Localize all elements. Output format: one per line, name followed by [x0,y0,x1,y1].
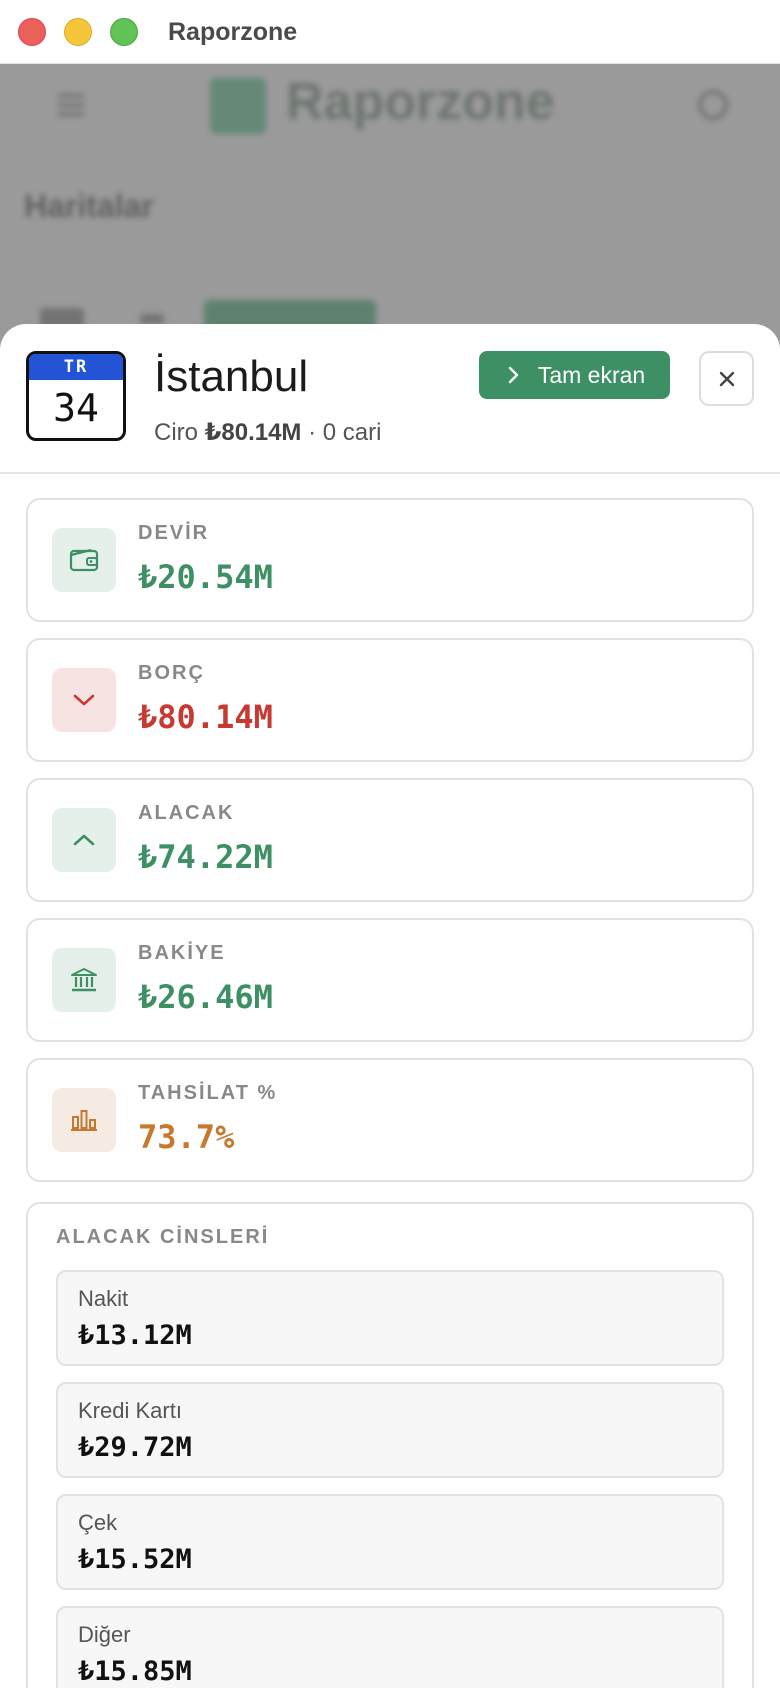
type-label: Nakit [78,1286,129,1311]
type-label: Diğer [78,1622,131,1647]
stat-card-tahsilat: TAHSİLAT % 73.7% [26,1058,754,1182]
type-label: Çek [78,1510,118,1535]
gear-icon [698,90,728,120]
stat-icon-box [52,528,116,592]
stat-icon-box [52,948,116,1012]
subtitle-ciro: ₺80.14M [204,419,302,446]
stat-card-bakiye: BAKİYE ₺26.46M [26,918,754,1042]
wallet-icon [69,548,99,572]
fullscreen-button[interactable]: Tam ekran [479,351,670,399]
stat-label: DEVİR [138,522,210,544]
chevron-down-icon [73,694,95,706]
bar-chart-icon [71,1110,97,1131]
type-value: ₺29.72M [78,1432,192,1463]
stat-label: BORÇ [138,662,205,684]
stat-value: ₺80.14M [138,698,273,736]
stat-icon-box [52,668,116,732]
stat-icon-box [52,1088,116,1152]
bank-icon [71,968,97,992]
stat-value: ₺20.54M [138,558,273,596]
receivable-types-title: ALACAK CİNSLERİ [56,1226,270,1248]
city-detail-sheet: TR 34 İstanbul Ciro ₺80.14M · 0 cari Tam… [0,324,780,1688]
fullscreen-label: Tam ekran [537,361,646,388]
close-icon [719,371,734,386]
receivable-type-item: Nakit ₺13.12M [56,1270,724,1366]
background-chip [40,308,84,328]
stat-value: ₺74.22M [138,838,273,876]
menu-icon [58,94,84,116]
background-heading: Haritalar [24,188,154,224]
city-title: İstanbul [154,352,309,401]
receivable-type-item: Çek ₺15.52M [56,1494,724,1590]
window-titlebar: Raporzone [0,0,780,64]
type-value: ₺13.12M [78,1320,192,1351]
receivable-types-card: ALACAK CİNSLERİ Nakit ₺13.12M Kredi Kart… [26,1202,754,1688]
stat-card-alacak: ALACAK ₺74.22M [26,778,754,902]
plate-number: 34 [53,386,99,430]
license-plate: TR 34 [26,351,126,441]
sheet-header: TR 34 İstanbul Ciro ₺80.14M · 0 cari Tam… [0,324,780,474]
window-title: Raporzone [168,18,298,46]
logo-mark [210,78,266,134]
window-minimize-button[interactable] [64,18,92,46]
background-chip [140,314,164,324]
close-sheet-button[interactable] [699,351,754,406]
type-label: Kredi Kartı [78,1398,182,1423]
chevron-up-icon [73,834,95,846]
city-subtitle: Ciro ₺80.14M · 0 cari [154,418,381,447]
type-value: ₺15.52M [78,1544,192,1575]
stat-card-borc: BORÇ ₺80.14M [26,638,754,762]
stat-icon-box [52,808,116,872]
type-value: ₺15.85M [78,1656,192,1687]
subtitle-prefix: Ciro [154,419,205,446]
receivable-type-item: Kredi Kartı ₺29.72M [56,1382,724,1478]
logo-text: Raporzone [286,73,555,131]
stat-value: ₺26.46M [138,978,273,1016]
window-maximize-button[interactable] [110,18,138,46]
stat-value: 73.7% [138,1118,235,1156]
stat-label: TAHSİLAT % [138,1082,278,1104]
stat-label: ALACAK [138,802,235,824]
stat-label: BAKİYE [138,942,226,964]
plate-country: TR [29,354,123,380]
window-close-button[interactable] [18,18,46,46]
subtitle-suffix: · 0 cari [301,419,382,446]
stat-card-devir: DEVİR ₺20.54M [26,498,754,622]
chevron-right-icon [508,366,519,384]
receivable-type-item: Diğer ₺15.85M [56,1606,724,1688]
